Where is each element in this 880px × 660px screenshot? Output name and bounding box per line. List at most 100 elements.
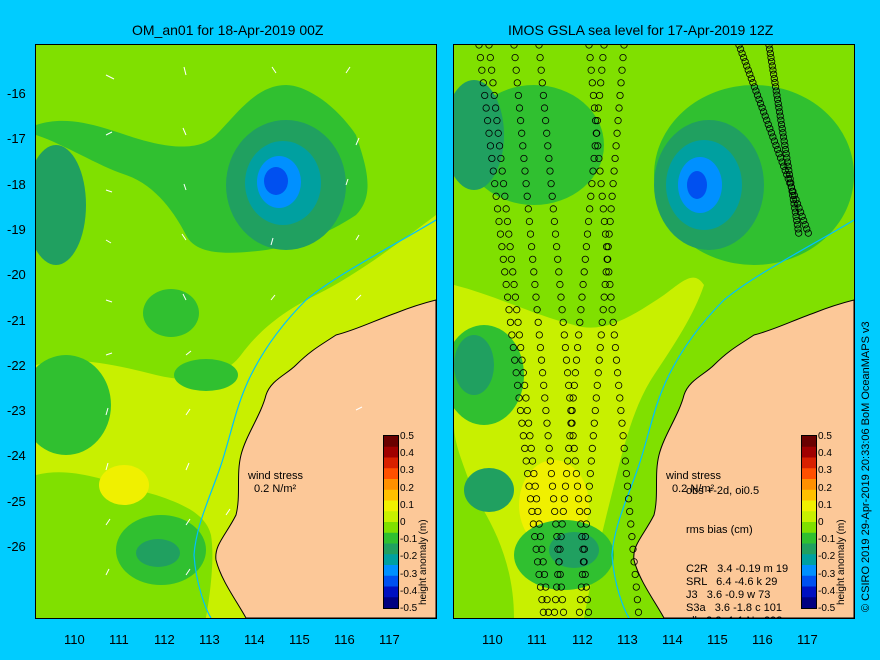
altimeter-obs-point xyxy=(784,175,792,183)
altimeter-obs-point xyxy=(584,495,592,503)
colorbar-swatch xyxy=(384,565,398,577)
altimeter-obs-point xyxy=(551,230,560,238)
colorbar-swatch xyxy=(802,554,816,566)
colorbar-label: -0.4 xyxy=(400,585,418,597)
altimeter-obs-point xyxy=(569,432,577,440)
altimeter-obs-point xyxy=(565,444,573,452)
latitude-tick: -16 xyxy=(7,86,26,101)
colorbar-label: 0.2 xyxy=(400,482,414,494)
altimeter-obs-point xyxy=(781,145,790,154)
altimeter-obs-point xyxy=(498,243,506,251)
altimeter-obs-point xyxy=(505,230,513,238)
altimeter-obs-point xyxy=(769,66,777,74)
altimeter-obs-point xyxy=(536,343,545,352)
altimeter-obs-point xyxy=(543,419,551,427)
altimeter-obs-point xyxy=(576,318,584,326)
colorbar-swatch xyxy=(384,543,398,555)
altimeter-obs-point xyxy=(599,54,607,62)
altimeter-obs-point xyxy=(475,45,483,49)
obs-row: C2R 3.4 -0.19 m 19 xyxy=(686,563,789,575)
altimeter-obs-point xyxy=(609,318,617,326)
altimeter-obs-point xyxy=(577,306,585,314)
altimeter-obs-point xyxy=(560,331,568,339)
altimeter-obs-point xyxy=(600,217,608,226)
altimeter-obs-point xyxy=(767,53,775,62)
contour-deep-sw xyxy=(464,468,514,512)
altimeter-obs-point xyxy=(570,381,578,389)
altimeter-obs-point xyxy=(770,137,779,145)
altimeter-obs-point xyxy=(610,167,618,175)
altimeter-obs-point xyxy=(587,192,595,200)
colorbar-label: 0.3 xyxy=(400,465,414,477)
altimeter-obs-point xyxy=(575,495,583,503)
colorbar-swatch xyxy=(802,500,816,512)
altimeter-obs-point xyxy=(548,192,556,200)
altimeter-obs-point xyxy=(577,583,586,591)
altimeter-obs-point xyxy=(632,583,640,591)
altimeter-obs-point xyxy=(535,520,543,528)
altimeter-obs-point xyxy=(521,167,529,175)
altimeter-obs-point xyxy=(589,432,597,440)
colorbar-label: 0.5 xyxy=(400,431,414,442)
altimeter-obs-point xyxy=(525,419,533,427)
altimeter-obs-point xyxy=(579,558,588,566)
altimeter-obs-point xyxy=(486,54,494,62)
altimeter-obs-point xyxy=(581,570,589,579)
colorbar-swatch xyxy=(802,597,816,608)
altimeter-obs-point xyxy=(524,205,532,213)
left-colorbar xyxy=(383,435,399,609)
colorbar-swatch xyxy=(802,586,816,598)
altimeter-obs-point xyxy=(557,293,565,301)
altimeter-obs-point xyxy=(618,419,626,427)
altimeter-obs-point xyxy=(517,343,525,352)
altimeter-obs-point xyxy=(614,117,622,125)
colorbar-swatch xyxy=(384,446,398,458)
altimeter-obs-point xyxy=(622,470,630,478)
altimeter-obs-point xyxy=(618,66,626,74)
altimeter-obs-point xyxy=(597,331,605,339)
altimeter-obs-point xyxy=(530,470,538,478)
altimeter-obs-point xyxy=(605,268,613,276)
contour-deep-w xyxy=(454,335,494,395)
colorbar-swatch xyxy=(802,479,816,491)
altimeter-obs-point xyxy=(483,117,492,125)
altimeter-obs-point xyxy=(598,192,606,200)
altimeter-obs-point xyxy=(596,167,604,175)
altimeter-obs-point xyxy=(542,117,550,125)
altimeter-obs-point xyxy=(544,432,552,440)
altimeter-obs-point xyxy=(555,558,563,566)
altimeter-obs-point xyxy=(561,482,570,490)
contour-dark-w xyxy=(36,355,111,455)
altimeter-obs-point xyxy=(756,99,765,108)
altimeter-obs-point xyxy=(481,91,489,100)
colorbar-label: -0.5 xyxy=(400,603,418,614)
altimeter-obs-point xyxy=(509,343,517,352)
altimeter-obs-point xyxy=(611,343,619,352)
altimeter-obs-point xyxy=(535,570,543,579)
altimeter-obs-point xyxy=(523,406,531,415)
altimeter-obs-point xyxy=(791,208,799,216)
altimeter-obs-point xyxy=(771,79,779,87)
altimeter-obs-point xyxy=(553,583,561,591)
altimeter-obs-point xyxy=(553,533,561,541)
altimeter-obs-point xyxy=(750,83,758,91)
altimeter-obs-point xyxy=(626,507,634,516)
colorbar-swatch xyxy=(384,532,398,544)
altimeter-obs-point xyxy=(617,79,625,87)
altimeter-obs-point xyxy=(591,142,599,150)
altimeter-obs-point xyxy=(527,444,535,452)
colorbar-swatch xyxy=(384,457,398,469)
altimeter-obs-point xyxy=(586,54,594,62)
altimeter-obs-point xyxy=(600,293,608,301)
altimeter-obs-point xyxy=(592,394,600,402)
altimeter-obs-point xyxy=(784,162,792,170)
altimeter-obs-point xyxy=(518,356,526,364)
altimeter-obs-point xyxy=(540,381,548,389)
altimeter-obs-point xyxy=(496,230,505,238)
altimeter-obs-point xyxy=(567,419,575,427)
altimeter-obs-point xyxy=(792,212,800,220)
altimeter-obs-point xyxy=(532,293,540,301)
altimeter-obs-point xyxy=(771,83,780,91)
altimeter-obs-point xyxy=(772,87,780,95)
altimeter-obs-point xyxy=(519,142,527,150)
